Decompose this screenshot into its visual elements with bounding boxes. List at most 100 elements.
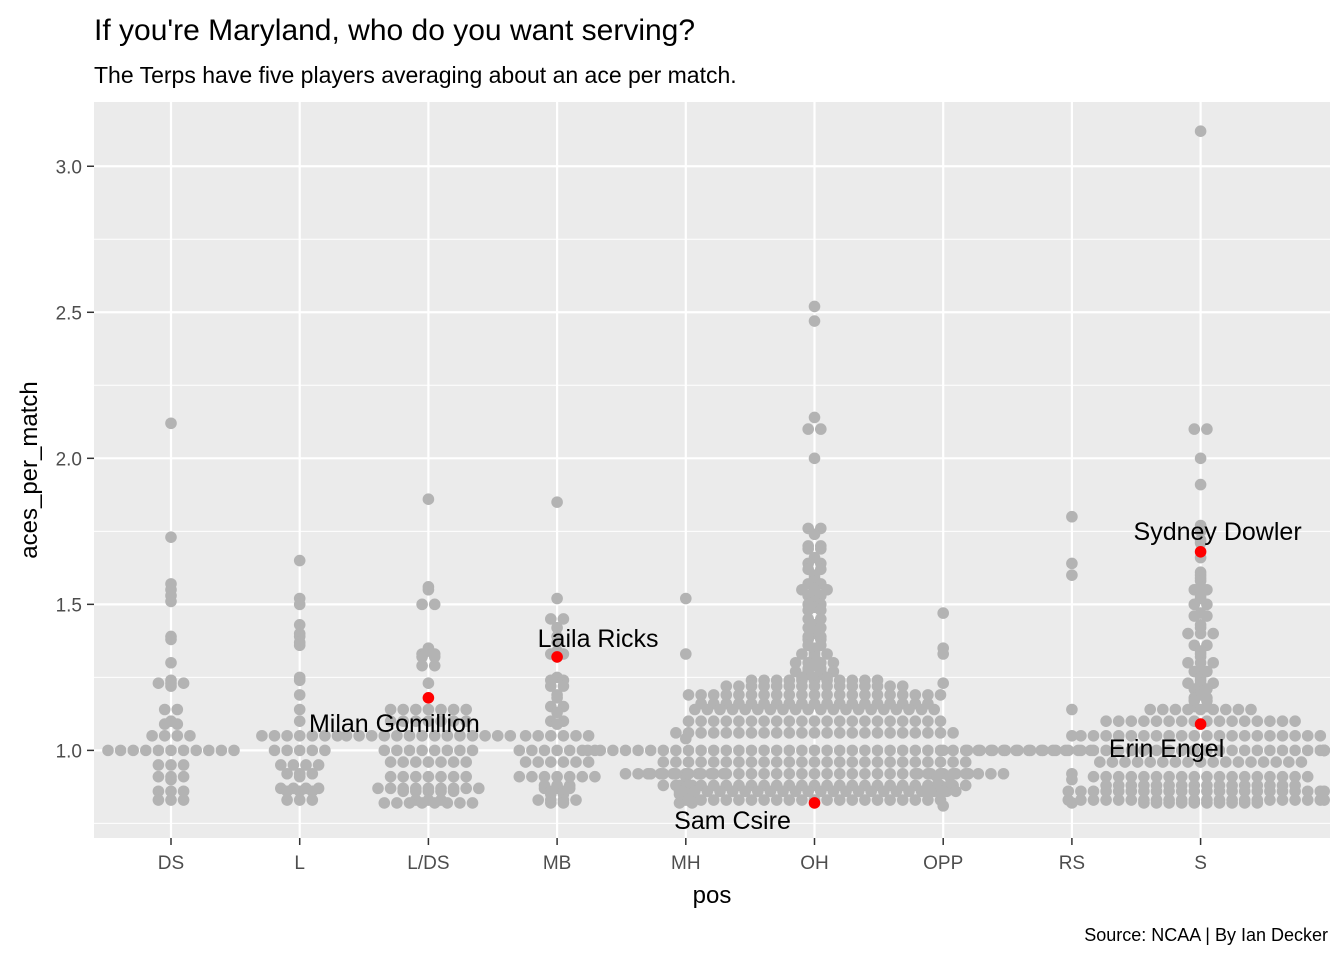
data-point (146, 729, 158, 742)
data-point (846, 794, 859, 806)
data-point (1226, 729, 1238, 742)
data-point (1163, 770, 1175, 783)
data-point (1037, 744, 1049, 757)
data-point (720, 744, 733, 757)
data-point (1138, 744, 1150, 757)
data-point (416, 651, 428, 663)
data-point (1213, 729, 1226, 742)
data-point (1207, 656, 1219, 669)
data-point (682, 744, 695, 757)
data-point (808, 411, 821, 424)
y-tick-label: 2.5 (56, 303, 82, 324)
data-point (1194, 756, 1207, 768)
data-point (422, 756, 435, 768)
data-point (165, 633, 177, 646)
data-point (1150, 797, 1163, 809)
data-point (745, 689, 758, 701)
data-point (682, 767, 695, 780)
data-point (1150, 785, 1163, 798)
data-point (397, 770, 410, 783)
data-point (682, 715, 695, 727)
data-point (570, 794, 582, 806)
data-point (1213, 770, 1226, 783)
data-point (783, 756, 796, 768)
data-point (1094, 756, 1106, 768)
data-point (695, 715, 707, 727)
data-point (428, 744, 441, 757)
data-point (1257, 756, 1270, 768)
data-point (808, 452, 821, 465)
data-point (1201, 770, 1213, 783)
data-point (479, 729, 491, 742)
data-point (1289, 770, 1301, 783)
data-point (1245, 756, 1257, 768)
y-tick-label: 1.0 (56, 741, 82, 762)
data-point (1012, 744, 1024, 757)
data-point (158, 703, 171, 716)
data-point (551, 692, 563, 704)
data-point (1251, 715, 1264, 727)
data-point (950, 785, 962, 798)
data-point (783, 794, 796, 806)
data-point (1138, 729, 1150, 742)
data-point (378, 744, 391, 757)
data-point (1226, 744, 1238, 757)
data-point (676, 785, 688, 798)
data-point (922, 744, 934, 757)
data-point (532, 794, 544, 806)
data-point (859, 680, 871, 692)
data-point (293, 618, 306, 631)
data-point (937, 744, 949, 757)
data-point (293, 674, 306, 687)
data-point (1238, 729, 1251, 742)
x-tick-label: DS (158, 853, 184, 874)
data-point (165, 417, 177, 430)
data-point (447, 770, 460, 783)
data-point (306, 785, 319, 798)
highlight-point (1194, 545, 1207, 558)
data-point (551, 621, 563, 634)
data-point (733, 680, 745, 692)
data-point (701, 785, 714, 798)
data-point (733, 756, 745, 768)
data-point (871, 767, 884, 780)
data-point (1144, 756, 1156, 768)
data-point (1075, 744, 1087, 757)
data-point (422, 770, 435, 783)
data-point (1163, 715, 1175, 727)
data-point (1112, 770, 1125, 783)
data-point (796, 727, 808, 739)
data-point (909, 794, 922, 806)
data-point (783, 689, 796, 701)
data-point (466, 744, 479, 757)
data-point (447, 756, 460, 768)
data-point (733, 767, 745, 780)
data-point (846, 689, 859, 701)
data-point (1276, 785, 1289, 798)
data-point (466, 729, 479, 742)
data-point (1087, 794, 1100, 806)
data-point (538, 770, 551, 783)
data-point (576, 770, 589, 783)
data-point (1138, 785, 1150, 798)
data-point (1175, 744, 1188, 757)
data-point (802, 604, 814, 616)
data-point (931, 770, 943, 783)
data-point (909, 756, 922, 768)
data-point (680, 648, 692, 660)
data-point (1318, 794, 1330, 806)
data-point (416, 598, 428, 611)
data-point (165, 680, 177, 692)
data-point (428, 729, 441, 742)
data-point (460, 782, 473, 795)
data-point (815, 543, 827, 555)
data-point (582, 756, 595, 768)
data-point (256, 729, 268, 742)
data-point (1226, 785, 1238, 798)
data-point (1087, 770, 1100, 783)
data-point (884, 756, 896, 768)
data-point (859, 756, 871, 768)
data-point (808, 715, 821, 727)
data-point (152, 770, 165, 783)
data-point (152, 785, 165, 798)
